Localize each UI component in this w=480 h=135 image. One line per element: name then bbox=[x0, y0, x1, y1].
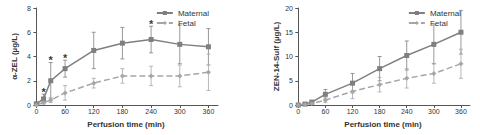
svg-text:180: 180 bbox=[117, 108, 129, 115]
svg-text:Maternal: Maternal bbox=[430, 9, 461, 18]
svg-text:*: * bbox=[63, 52, 68, 64]
svg-text:120: 120 bbox=[347, 108, 359, 115]
svg-text:360: 360 bbox=[455, 108, 467, 115]
svg-text:300: 300 bbox=[174, 108, 186, 115]
svg-text:α-ZEL (µg/L): α-ZEL (µg/L) bbox=[10, 33, 19, 80]
svg-text:2: 2 bbox=[27, 77, 31, 84]
svg-text:Perfusion time (min): Perfusion time (min) bbox=[344, 120, 422, 129]
svg-text:*: * bbox=[149, 18, 154, 30]
svg-text:0: 0 bbox=[27, 102, 31, 109]
svg-text:240: 240 bbox=[145, 108, 157, 115]
svg-text:8: 8 bbox=[27, 5, 31, 12]
svg-text:20: 20 bbox=[285, 5, 293, 12]
svg-text:5: 5 bbox=[289, 77, 293, 84]
svg-text:Fetal: Fetal bbox=[430, 19, 448, 28]
svg-text:60: 60 bbox=[321, 108, 329, 115]
svg-text:Fetal: Fetal bbox=[178, 19, 196, 28]
svg-text:15: 15 bbox=[285, 29, 293, 36]
svg-text:180: 180 bbox=[374, 108, 386, 115]
svg-text:ZEN-14-Sulf (µg/L): ZEN-14-Sulf (µg/L) bbox=[272, 21, 281, 91]
svg-text:4: 4 bbox=[27, 53, 31, 60]
svg-text:0: 0 bbox=[296, 108, 300, 115]
svg-text:360: 360 bbox=[203, 108, 215, 115]
svg-text:Perfusion time (min): Perfusion time (min) bbox=[87, 120, 165, 129]
svg-text:0: 0 bbox=[34, 108, 38, 115]
svg-text:10: 10 bbox=[285, 53, 293, 60]
svg-text:*: * bbox=[49, 54, 54, 66]
svg-text:*: * bbox=[41, 86, 46, 98]
svg-text:240: 240 bbox=[401, 108, 413, 115]
svg-text:Maternal: Maternal bbox=[178, 9, 209, 18]
svg-text:6: 6 bbox=[27, 29, 31, 36]
svg-text:120: 120 bbox=[88, 108, 100, 115]
svg-text:60: 60 bbox=[61, 108, 69, 115]
svg-text:300: 300 bbox=[428, 108, 440, 115]
svg-text:0: 0 bbox=[289, 102, 293, 109]
